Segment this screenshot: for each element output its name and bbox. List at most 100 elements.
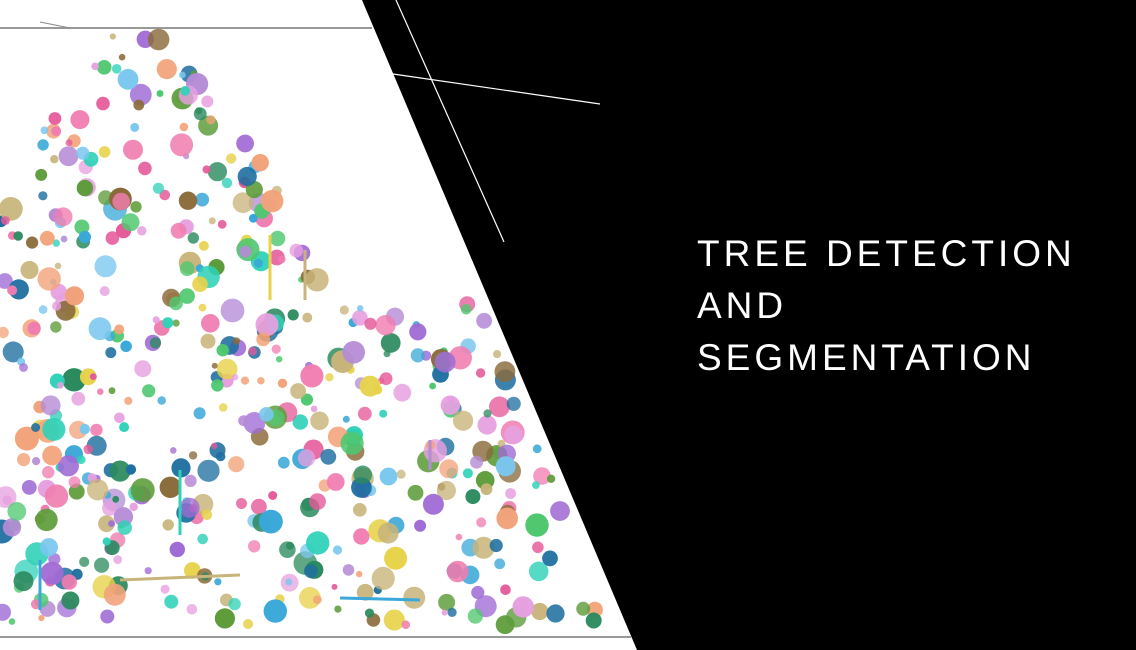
tree-crown — [436, 480, 456, 501]
tree-crown — [271, 344, 281, 354]
tree-crown — [129, 502, 138, 512]
tree-crown — [8, 618, 16, 625]
tree-crown — [184, 562, 201, 579]
tree-crown — [124, 396, 133, 405]
tree-crown — [277, 378, 288, 388]
tree-crown — [61, 591, 80, 610]
tree-crown — [533, 467, 551, 485]
tree-crown — [97, 388, 104, 396]
tree-crown — [494, 361, 516, 382]
tree-crown — [58, 146, 79, 167]
tree-crown — [129, 83, 152, 106]
tree-crown — [207, 162, 227, 182]
tree-crown — [137, 226, 147, 236]
tree-crown — [467, 608, 483, 624]
tree-crown — [197, 459, 220, 482]
tree-crown — [100, 609, 115, 624]
tree-crown — [172, 319, 180, 327]
tree-crown — [199, 241, 209, 251]
tree-crown — [243, 619, 254, 629]
tree-crown — [86, 479, 109, 501]
tree-crown — [438, 593, 456, 611]
tree-crown — [105, 347, 117, 359]
tree-crown — [197, 533, 208, 545]
tree-crown — [472, 536, 495, 559]
tree-crown — [248, 213, 258, 223]
tree-crown — [240, 376, 250, 385]
tree-crown — [138, 161, 152, 176]
tree-crown — [125, 464, 137, 475]
tree-crown — [471, 585, 485, 600]
tree-crown — [475, 368, 486, 378]
tree-crown — [76, 455, 86, 465]
tree-crown — [532, 444, 542, 454]
tree-crown — [57, 455, 79, 477]
tree-crown — [112, 495, 120, 503]
tree-crown — [121, 213, 140, 232]
tree-crown — [253, 258, 263, 268]
tree-crown — [50, 321, 62, 333]
tree-crown — [130, 478, 155, 503]
tree-crown — [170, 447, 177, 454]
tree-crown — [180, 86, 190, 96]
tree-crown — [0, 197, 23, 221]
tree-crown — [532, 541, 544, 554]
tree-crown — [179, 71, 186, 79]
tree-crown — [384, 546, 408, 570]
tree-crown — [353, 503, 367, 517]
tree-crown — [96, 96, 110, 111]
tree-crown — [39, 538, 59, 557]
tree-crown — [228, 597, 241, 611]
tree-crown — [144, 567, 152, 575]
tree-crown — [70, 110, 90, 130]
tree-crown — [38, 191, 48, 201]
tree-crown — [352, 310, 368, 326]
tree-crown — [462, 468, 473, 479]
tree-crown — [460, 304, 472, 315]
tree-crown — [339, 305, 349, 315]
tree-crown — [506, 396, 521, 411]
tree-crowns — [0, 28, 603, 635]
tree-crown — [331, 583, 338, 590]
tree-crown — [305, 268, 329, 292]
tree-crown — [585, 612, 602, 629]
tree-crown — [102, 500, 117, 516]
tree-crown — [71, 391, 86, 406]
tree-crown — [117, 68, 139, 90]
tree-crown — [37, 267, 61, 291]
tree-crown — [102, 537, 111, 546]
tree-crown — [2, 518, 22, 537]
tree-crown — [152, 182, 164, 194]
tree-crown — [356, 570, 363, 578]
tree-crown — [25, 236, 39, 249]
tree-crown — [410, 348, 425, 363]
tree-crown — [512, 596, 534, 618]
tree-crown — [236, 134, 255, 153]
tree-crown — [76, 179, 94, 197]
tree-crown — [27, 321, 41, 335]
tree-crown — [187, 232, 199, 244]
tree-crown — [576, 601, 591, 616]
tree-crown — [495, 456, 516, 477]
tree-crown — [496, 507, 518, 530]
tree-crown — [184, 474, 197, 487]
tree-crown — [218, 403, 228, 412]
tree-crown — [206, 115, 216, 125]
tree-crown — [357, 305, 364, 312]
tree-crown — [542, 550, 558, 567]
tree-crown — [383, 609, 405, 631]
tree-crown — [326, 473, 345, 491]
tree-crown — [79, 368, 97, 386]
tree-crown — [403, 586, 426, 609]
tree-crown — [89, 373, 97, 380]
tree-crown — [356, 583, 374, 601]
tree-crown — [0, 326, 9, 339]
tree-crown — [532, 481, 540, 489]
plot-frame-tick — [39, 21, 71, 29]
tree-crown — [342, 564, 355, 576]
tree-crown — [214, 578, 222, 586]
tree-crown — [157, 396, 166, 405]
tree-crown — [208, 217, 216, 225]
tree-crown — [13, 231, 23, 241]
tree-crown — [79, 556, 90, 568]
